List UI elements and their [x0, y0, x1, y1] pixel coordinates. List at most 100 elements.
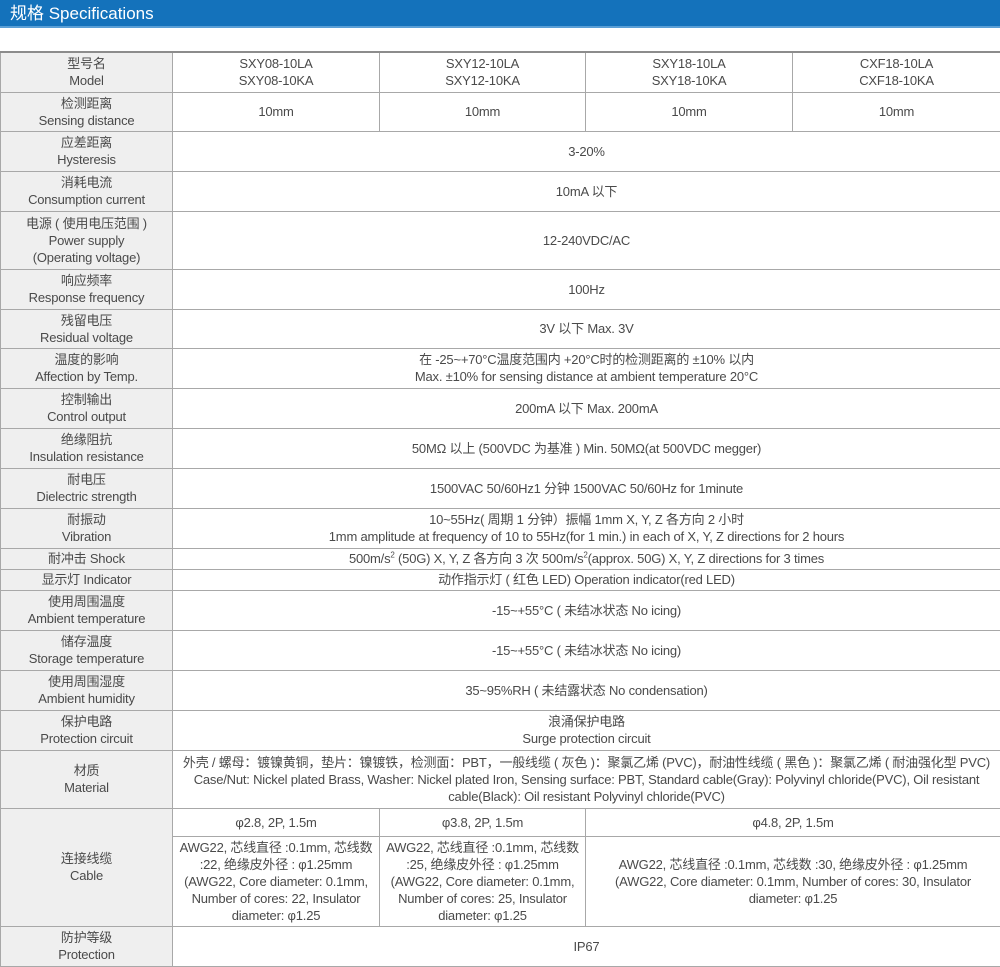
- spec-label: 消耗电流 Consumption current: [1, 171, 173, 211]
- spec-value-text: 10mm: [258, 104, 293, 119]
- table-row: 消耗电流 Consumption current 10mA 以下: [1, 171, 1000, 211]
- spec-label: 防护等级 Protection: [1, 926, 173, 966]
- spec-value-text: 动作指示灯 ( 红色 LED) Operation indicator(red …: [438, 572, 735, 587]
- cable-detail-text: AWG22, 芯线直径 :0.1mm, 芯线数 :22, 绝缘皮外径 : φ1.…: [180, 840, 373, 923]
- spec-value-text: 3V 以下 Max. 3V: [539, 321, 633, 336]
- row-label-cn: 保护电路: [61, 714, 112, 729]
- spec-value: 35~95%RH ( 未结露状态 No condensation): [173, 670, 1000, 710]
- row-label-en: Hysteresis: [57, 152, 116, 167]
- spec-label: 显示灯 Indicator: [1, 569, 173, 590]
- row-label-cn: 控制输出: [61, 392, 112, 407]
- row-label-cn: 耐振动: [67, 512, 105, 527]
- table-row: 温度的影响 Affection by Temp. 在 -25~+70°C温度范围内 …: [1, 348, 1000, 388]
- row-label-en: Protection: [58, 947, 115, 962]
- row-label-cn: 应差距离: [61, 135, 112, 150]
- model-name: SXY08-10LA: [239, 56, 312, 71]
- spec-value-text: 外壳 / 螺母：镀镍黄铜，垫片：镍镀铁，检测面：PBT，一般线缆 ( 灰色 )：…: [183, 755, 990, 804]
- spec-value: 200mA 以下 Max. 200mA: [173, 388, 1000, 428]
- spec-value: -15~+55°C ( 未结冰状态 No icing): [173, 590, 1000, 630]
- model-name: CXF18-10KA: [859, 73, 934, 88]
- cable-spec: φ2.8, 2P, 1.5m: [173, 808, 380, 836]
- model-name: SXY18-10KA: [652, 73, 727, 88]
- spec-value: 10mm: [586, 92, 793, 131]
- row-label-en: Cable: [70, 868, 103, 883]
- table-row: 材质 Material 外壳 / 螺母：镀镍黄铜，垫片：镍镀铁，检测面：PBT，一般…: [1, 750, 1000, 808]
- row-label-cn: 温度的影响: [54, 352, 118, 367]
- row-label-en: Ambient temperature: [28, 611, 146, 626]
- spec-value-text: (50G) X, Y, Z 各方向 3 次 500m/s: [395, 551, 584, 566]
- spec-value: 500m/s2 (50G) X, Y, Z 各方向 3 次 500m/s2(ap…: [173, 548, 1000, 569]
- table-row: 应差距离 Hysteresis 3-20%: [1, 131, 1000, 171]
- spec-value: IP67: [173, 926, 1000, 966]
- spec-value-text: 50MΩ 以上 (500VDC 为基准 ) Min. 50MΩ(at 500VD…: [412, 441, 761, 456]
- spec-value: 100Hz: [173, 269, 1000, 309]
- spec-value: 浪涌保护电路 Surge protection circuit: [173, 710, 1000, 750]
- model-name: SXY18-10LA: [652, 56, 725, 71]
- spec-value-text: Surge protection circuit: [522, 731, 650, 746]
- row-label-en: Residual voltage: [40, 330, 133, 345]
- spec-value-text: 10mm: [671, 104, 706, 119]
- spec-value-text: (approx. 50G) X, Y, Z directions for 3 t…: [588, 551, 824, 566]
- spec-label: 耐冲击 Shock: [1, 548, 173, 569]
- cable-spec: φ3.8, 2P, 1.5m: [380, 808, 586, 836]
- cable-detail: AWG22, 芯线直径 :0.1mm, 芯线数 :22, 绝缘皮外径 : φ1.…: [173, 836, 380, 926]
- spec-value-text: 10mA 以下: [556, 184, 617, 199]
- cable-detail-text: AWG22, 芯线直径 :0.1mm, 芯线数 :25, 绝缘皮外径 : φ1.…: [386, 840, 579, 923]
- spec-value-text: -15~+55°C ( 未结冰状态 No icing): [492, 603, 681, 618]
- table-row: 防护等级 Protection IP67: [1, 926, 1000, 966]
- row-label-en: Ambient humidity: [38, 691, 135, 706]
- row-label-en: Dielectric strength: [36, 489, 136, 504]
- model-name: SXY12-10LA: [446, 56, 519, 71]
- spec-value: 10mm: [380, 92, 586, 131]
- spec-value-text: 3-20%: [568, 144, 605, 159]
- spec-label: 电源 ( 使用电压范围 )Power supply(Operating volt…: [1, 211, 173, 269]
- row-label-cn: 检测距离: [61, 96, 112, 111]
- row-label-cn: 消耗电流: [61, 175, 112, 190]
- cable-detail-text: AWG22, 芯线直径 :0.1mm, 芯线数 :30, 绝缘皮外径 : φ1.…: [615, 857, 971, 906]
- row-label-cn: 防护等级: [61, 930, 112, 945]
- spec-value: 3-20%: [173, 131, 1000, 171]
- spec-value-text: 500m/s: [349, 551, 390, 566]
- cable-spec: φ4.8, 2P, 1.5m: [586, 808, 1000, 836]
- spec-label: 材质 Material: [1, 750, 173, 808]
- spec-value-text: 浪涌保护电路: [548, 714, 625, 729]
- spec-value-text: 35~95%RH ( 未结露状态 No condensation): [465, 683, 707, 698]
- table-row: 使用周围温度 Ambient temperature -15~+55°C ( 未结冰…: [1, 590, 1000, 630]
- row-label-cn: 材质: [74, 763, 100, 778]
- section-title: 规格 Specifications: [0, 0, 1000, 28]
- spec-value: 10mm: [793, 92, 1000, 131]
- model-name: SXY12-10KA: [445, 73, 520, 88]
- spec-value-text: 10~55Hz( 周期 1 分钟）振幅 1mm X, Y, Z 各方向 2 小时: [429, 512, 744, 527]
- table-row: 控制输出 Control output 200mA 以下 Max. 200mA: [1, 388, 1000, 428]
- row-label-en: (Operating voltage): [33, 250, 140, 265]
- row-label-en: Model: [69, 73, 103, 88]
- row-label-cn: 绝缘阻抗: [61, 432, 112, 447]
- row-label-en: Affection by Temp.: [35, 369, 138, 384]
- row-label-cn: 使用周围温度: [48, 594, 125, 609]
- row-label-en: Control output: [47, 409, 126, 424]
- spec-value-text: 12-240VDC/AC: [543, 233, 630, 248]
- spec-value: 10mA 以下: [173, 171, 1000, 211]
- row-label-en: Material: [64, 780, 109, 795]
- spec-value: -15~+55°C ( 未结冰状态 No icing): [173, 630, 1000, 670]
- spec-label: 应差距离 Hysteresis: [1, 131, 173, 171]
- table-row: 显示灯 Indicator 动作指示灯 ( 红色 LED) Operation i…: [1, 569, 1000, 590]
- row-label-en: Consumption current: [28, 192, 145, 207]
- row-label-cn: 电源 ( 使用电压范围 ): [26, 216, 147, 231]
